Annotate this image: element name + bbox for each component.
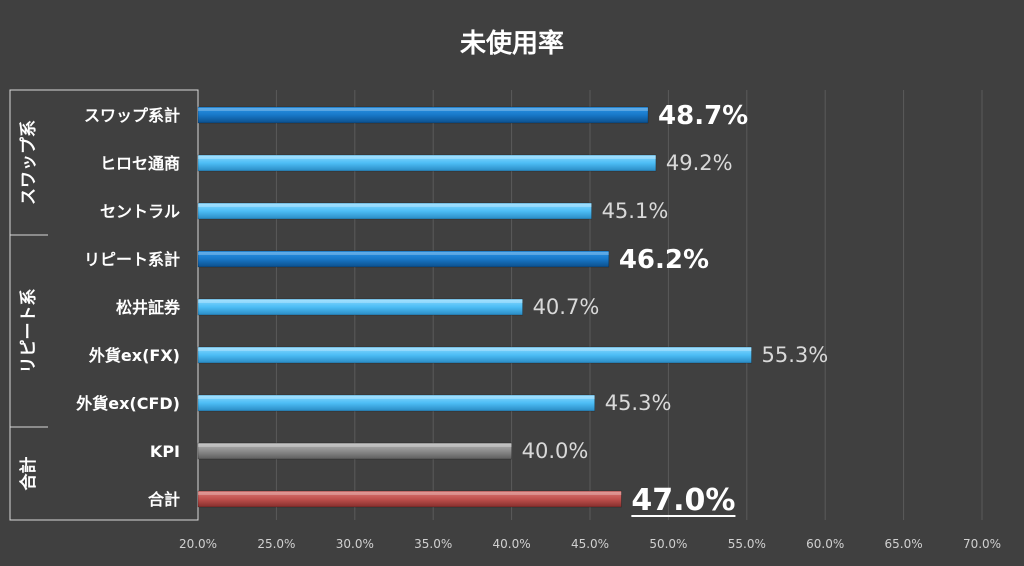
bar-highlight <box>198 444 512 447</box>
bar-highlight <box>198 252 609 255</box>
x-tick-label: 45.0% <box>571 537 609 551</box>
bars <box>197 106 752 508</box>
value-label: 40.0% <box>522 439 589 463</box>
bar <box>197 154 657 172</box>
x-tick-label: 70.0% <box>963 537 1001 551</box>
bar-highlight <box>198 396 595 399</box>
bar <box>197 202 592 220</box>
x-tick-label: 20.0% <box>179 537 217 551</box>
value-label: 48.7% <box>658 101 748 131</box>
value-label: 46.2% <box>619 245 709 275</box>
x-tick-label: 65.0% <box>885 537 923 551</box>
category-label: リピート系計 <box>84 250 180 269</box>
category-label: 外貨ex(CFD) <box>75 394 180 413</box>
category-label: 外貨ex(FX) <box>88 346 180 365</box>
category-label: スワップ系計 <box>84 106 180 125</box>
category-label: KPI <box>150 442 180 461</box>
x-tick-label: 60.0% <box>806 537 844 551</box>
bar <box>197 298 523 316</box>
bar-highlight <box>198 492 622 495</box>
group-label: リピート系 <box>19 289 39 374</box>
x-tick-label: 25.0% <box>257 537 295 551</box>
x-tick-label: 50.0% <box>649 537 687 551</box>
value-label: 45.1% <box>602 199 669 223</box>
bar <box>197 106 649 124</box>
bar <box>197 442 512 460</box>
bar <box>197 346 752 364</box>
category-label: ヒロセ通商 <box>100 154 180 173</box>
category-label: 松井証券 <box>116 298 181 317</box>
value-label: 40.7% <box>533 295 600 319</box>
group-label: 合計 <box>18 457 39 491</box>
bar-highlight <box>198 108 649 111</box>
value-label: 47.0% <box>631 483 735 518</box>
category-label: 合計 <box>148 490 180 509</box>
x-tick-label: 55.0% <box>728 537 766 551</box>
bar-highlight <box>198 204 592 207</box>
bar <box>197 250 610 268</box>
chart-title: 未使用率 <box>460 28 564 59</box>
bar-highlight <box>198 348 752 351</box>
category-label: セントラル <box>100 202 180 221</box>
bar-highlight <box>198 300 523 303</box>
value-label: 49.2% <box>666 151 733 175</box>
value-label: 45.3% <box>605 391 672 415</box>
x-tick-label: 30.0% <box>336 537 374 551</box>
labels: 20.0% 25.0% 30.0% 35.0% 40.0% 45.0% 50.0% 55.0%… <box>18 101 1001 551</box>
bar-highlight <box>198 156 656 159</box>
x-tick-label: 35.0% <box>414 537 452 551</box>
x-tick-label: 40.0% <box>493 537 531 551</box>
bar <box>197 490 622 508</box>
value-label: 55.3% <box>762 343 829 367</box>
bar <box>197 394 596 412</box>
group-label: スワップ系 <box>18 120 39 205</box>
